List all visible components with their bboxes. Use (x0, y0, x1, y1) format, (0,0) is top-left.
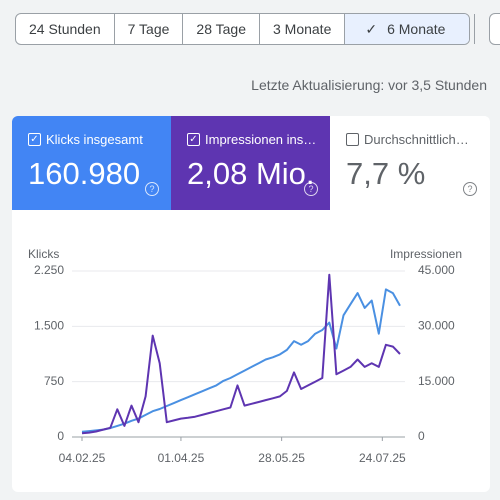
more-button[interactable] (489, 13, 500, 45)
x-tick-label: 24.07.25 (359, 451, 406, 465)
tab-label: 3 Monate (272, 21, 332, 37)
y-tick-label: 750 (44, 374, 64, 388)
metric-card[interactable]: ✓ Klicks insgesamt 160.980? (12, 116, 171, 210)
checkbox[interactable]: ✓ (28, 133, 41, 146)
metric-cards: ✓ Klicks insgesamt 160.980? ✓ Impressionen i… (12, 116, 490, 210)
x-tick-label: 04.02.25 (59, 451, 106, 465)
series-line (81, 288, 401, 433)
y2-tick-label: 15.000 (418, 374, 455, 388)
metric-value: 160.980 (28, 156, 141, 191)
y2-axis-label: Impressionen (390, 247, 462, 261)
y2-tick-label: 30.000 (418, 319, 455, 333)
tab-label: 28 Tage (196, 21, 246, 37)
y-tick-label: 0 (57, 429, 64, 443)
performance-panel: ✓ Klicks insgesamt 160.980? ✓ Impressionen i… (12, 116, 490, 492)
help-icon[interactable]: ? (463, 182, 477, 196)
range-tab[interactable]: 3 Monate (260, 14, 346, 44)
range-tabs: 24 Stunden 7 Tage 28 Tage 3 Monate ✓ 6 Monate (15, 13, 471, 45)
metric-label: Impressionen ins… (205, 132, 317, 147)
range-tab[interactable]: 24 Stunden (16, 14, 115, 44)
divider (474, 14, 475, 44)
y2-tick-label: 0 (418, 429, 425, 443)
metric-value: 7,7 % (346, 156, 426, 191)
metric-label: Klicks insgesamt (46, 132, 143, 147)
check-icon: ✓ (365, 21, 378, 37)
help-icon[interactable]: ? (145, 182, 159, 196)
checkbox[interactable] (346, 133, 359, 146)
update-text: Letzte Aktualisierung: vor 3,5 Stunden (251, 77, 487, 93)
metric-card[interactable]: Durchschnittlich… 7,7 %? (330, 116, 489, 210)
range-tab[interactable]: ✓ 6 Monate (345, 14, 470, 44)
x-tick-label: 01.04.25 (158, 451, 205, 465)
y-tick-label: 2.250 (34, 263, 64, 277)
range-tab[interactable]: 7 Tage (115, 14, 184, 44)
tab-label: 24 Stunden (29, 21, 101, 37)
tab-label: 6 Monate (387, 21, 446, 37)
chart: Klicks Impressionen 0 750 1.500 2.250 0 15.000 3… (28, 247, 462, 465)
y-axis-label: Klicks (28, 247, 59, 261)
metric-label: Durchschnittlich… (364, 132, 469, 147)
x-tick-label: 28.05.25 (258, 451, 305, 465)
y-tick-label: 1.500 (34, 319, 64, 333)
series-line (81, 273, 401, 435)
metric-card[interactable]: ✓ Impressionen ins… 2,08 Mio.? (171, 116, 330, 210)
y2-tick-label: 45.000 (418, 263, 455, 277)
checkbox[interactable]: ✓ (187, 133, 200, 146)
range-tab[interactable]: 28 Tage (183, 14, 260, 44)
help-icon[interactable]: ? (304, 182, 318, 196)
tab-label: 7 Tage (127, 21, 170, 37)
metric-value: 2,08 Mio. (187, 156, 315, 191)
